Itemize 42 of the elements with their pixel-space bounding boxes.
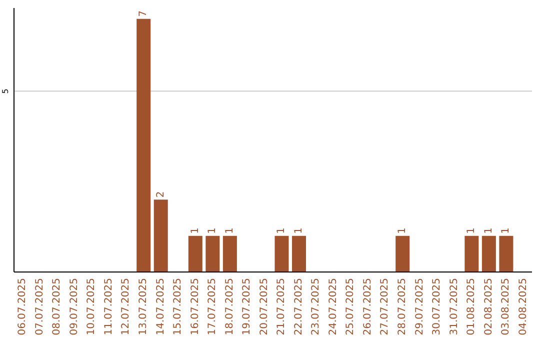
y-tick-label: 5 [1,88,10,94]
x-tick-label: 07.07.2025 [34,278,46,336]
x-tick-label: 02.08.2025 [483,278,494,336]
x-tick-label: 28.07.2025 [397,278,408,336]
data-label: 1 [466,227,478,234]
x-tick-label: 21.07.2025 [276,278,288,336]
x-tick-label: 12.07.2025 [120,278,132,336]
data-label: 1 [207,227,218,234]
x-tick-label: 30.07.2025 [432,278,443,336]
x-tick-label: 11.07.2025 [103,278,114,336]
x-tick-label: 22.07.2025 [293,278,304,336]
x-tick-label: 20.07.2025 [258,278,270,336]
x-tick-label: 13.07.2025 [138,278,149,336]
data-label: 7 [138,10,150,17]
x-tick-label: 10.07.2025 [86,278,98,336]
x-tick-label: 17.07.2025 [207,278,218,336]
data-label: 1 [190,227,201,234]
x-tick-label: 29.07.2025 [414,278,426,336]
x-tick-label: 03.08.2025 [500,278,512,336]
x-tick-label: 16.07.2025 [190,278,201,336]
x-tick-label: 18.07.2025 [224,278,236,336]
x-tick-label: 27.07.2025 [380,278,391,336]
x-tick-label: 06.07.2025 [17,278,28,336]
x-tick-label: 14.07.2025 [155,278,166,336]
data-label: 1 [500,227,512,234]
x-tick-label: 24.07.2025 [328,278,339,336]
x-tick-label: 25.07.2025 [345,278,356,336]
x-tick-label: 04.08.2025 [518,278,529,336]
x-tick-label: 23.07.2025 [310,278,322,336]
data-label: 1 [293,227,304,234]
x-tick-label: 19.07.2025 [242,278,253,336]
x-tick-label: 09.07.2025 [68,278,80,336]
x-tick-label: 01.08.2025 [466,278,478,336]
data-label: 1 [483,227,494,234]
data-label: 1 [276,227,288,234]
x-tick-label: 08.07.2025 [52,278,63,336]
data-label: 2 [155,191,166,198]
x-tick-label: 15.07.2025 [172,278,184,336]
data-label: 1 [224,227,236,234]
data-label: 1 [397,227,408,234]
x-tick-label: 31.07.2025 [448,278,460,336]
x-tick-label: 26.07.2025 [362,278,374,336]
